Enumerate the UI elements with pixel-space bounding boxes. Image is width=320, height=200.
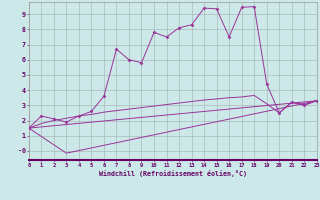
- X-axis label: Windchill (Refroidissement éolien,°C): Windchill (Refroidissement éolien,°C): [99, 170, 247, 177]
